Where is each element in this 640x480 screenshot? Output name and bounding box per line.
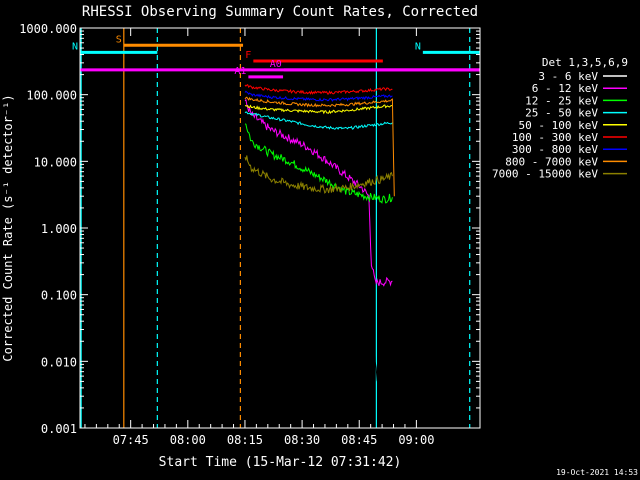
legend-label: 300 - 800 keV [512,143,598,156]
flag-label: A0 [270,59,282,70]
series-line [241,149,393,400]
x-tick-label: 07:45 [113,433,149,447]
y-tick-label: 10.000 [34,155,77,169]
x-tick-label: 08:00 [170,433,206,447]
footer-date: 19-Oct-2021 14:53 [556,468,638,477]
x-tick-label: 08:45 [341,433,377,447]
legend-title: Det 1,3,5,6,9 [542,56,628,69]
plot-area: S N N F A0 A1 [72,28,480,428]
y-tick-label: 1000.000 [19,22,77,36]
legend-label: 800 - 7000 keV [505,155,598,168]
flag-label: A1 [234,66,246,77]
x-tick-label: 09:00 [398,433,434,447]
legend-label: 3 - 6 keV [538,70,598,83]
legend-label: 6 - 12 keV [532,82,599,95]
series-line [244,123,393,204]
y-axis: 0.001 0.010 0.100 1.000 10.000 100.000 1000.00… [19,22,480,436]
series-line [244,96,395,197]
y-axis-label: Corrected Count Rate (s⁻¹ detector⁻¹) [1,94,15,361]
legend-label: 100 - 300 keV [512,131,598,144]
x-tick-label: 08:30 [284,433,320,447]
legend-label: 7000 - 15000 keV [492,168,598,181]
legend-label: 50 - 100 keV [519,119,599,132]
series-line [244,98,393,287]
series-line [244,155,393,194]
x-tick-label: 08:15 [227,433,263,447]
series-line [244,111,393,130]
flag-label: N [415,41,421,52]
x-axis: 07:45 08:00 08:15 08:30 08:45 09:00 [84,28,434,447]
flag-label: S [116,34,122,45]
series-line [244,104,393,115]
flag-label: N [72,41,78,52]
x-axis-label: Start Time (15-Mar-12 07:31:42) [159,455,402,470]
y-tick-label: 0.001 [41,422,77,436]
series-line [244,90,393,102]
y-tick-label: 100.000 [26,89,77,103]
legend-label: 12 - 25 keV [525,94,598,107]
flag-label: F [245,50,251,61]
y-tick-label: 1.000 [41,222,77,236]
y-tick-label: 0.100 [41,289,77,303]
series-line [244,83,393,95]
y-tick-label: 0.010 [41,355,77,369]
chart-title: RHESSI Observing Summary Count Rates, Co… [82,4,478,20]
legend-label: 25 - 50 keV [525,107,598,120]
